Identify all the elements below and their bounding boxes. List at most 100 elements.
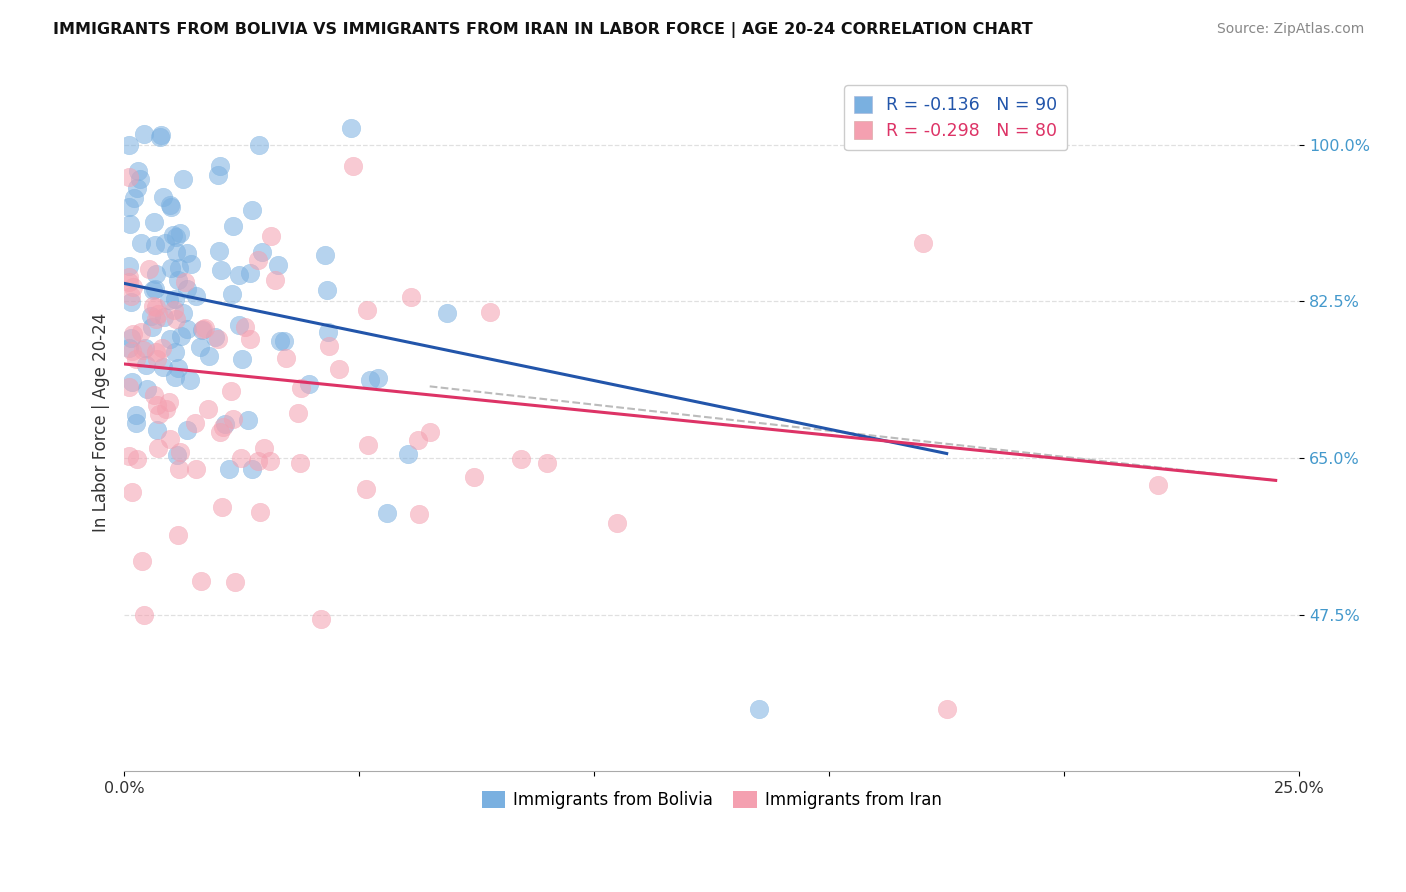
Point [184,289,207,303]
Point [118,380,141,394]
Point [118,137,141,152]
Point [204,330,226,344]
Point [356,303,378,318]
Point [122,326,145,341]
Point [198,349,221,363]
Point [150,128,173,142]
Point [152,360,174,375]
Point [145,267,167,281]
Point [259,454,281,468]
Point [328,362,350,376]
Point [145,300,167,314]
Point [176,245,198,260]
Point [259,228,281,243]
Point [170,329,193,343]
Point [149,130,172,145]
Point [174,276,197,290]
Point [357,438,380,452]
Text: Source: ZipAtlas.com: Source: ZipAtlas.com [1216,22,1364,37]
Point [118,169,141,184]
Point [197,401,219,416]
Point [132,127,155,141]
Point [221,287,243,301]
Point [118,275,141,289]
Point [167,260,190,275]
Point [142,284,165,298]
Point [129,236,152,251]
Point [165,292,187,306]
Point [367,371,389,385]
Point [166,527,188,541]
Point [606,516,628,530]
Point [118,449,141,463]
Point [314,248,336,262]
Point [121,375,143,389]
Point [406,433,429,447]
Point [250,245,273,260]
Point [396,447,419,461]
Point [162,227,184,242]
Point [267,258,290,272]
Point [135,359,157,373]
Point [253,441,276,455]
Point [131,343,153,358]
Point [207,332,229,346]
Point [288,456,311,470]
Point [125,408,148,422]
Point [146,398,169,412]
Point [219,384,242,398]
Point [152,190,174,204]
Point [228,318,250,332]
Point [239,266,262,280]
Point [165,312,187,326]
Point [146,351,169,366]
Point [166,448,188,462]
Point [263,273,285,287]
Point [290,381,312,395]
Point [218,462,240,476]
Point [191,323,214,337]
Point [247,253,270,268]
Point [165,244,187,259]
Point [159,200,181,214]
Point [318,339,340,353]
Point [120,295,142,310]
Point [118,341,141,355]
Point [298,377,321,392]
Point [167,361,190,376]
Point [176,322,198,336]
Point [419,425,441,439]
Point [316,326,339,340]
Point [132,608,155,623]
Point [176,424,198,438]
Point [509,452,531,467]
Legend: Immigrants from Bolivia, Immigrants from Iran: Immigrants from Bolivia, Immigrants from… [475,784,949,815]
Point [194,321,217,335]
Point [163,370,186,384]
Point [152,310,174,325]
Point [159,198,181,212]
Point [155,401,177,416]
Point [287,406,309,420]
Point [354,482,377,496]
Point [118,217,141,231]
Point [134,341,156,355]
Point [120,289,142,303]
Point [150,341,173,355]
Point [236,412,259,426]
Point [377,506,399,520]
Point [748,702,770,716]
Point [165,345,187,359]
Point [408,507,430,521]
Point [148,441,170,455]
Point [141,320,163,334]
Point [229,451,252,466]
Point [127,451,149,466]
Point [224,574,246,589]
Point [131,325,153,339]
Point [125,181,148,195]
Point [142,300,165,314]
Point [179,373,201,387]
Point [207,168,229,182]
Point [186,462,208,476]
